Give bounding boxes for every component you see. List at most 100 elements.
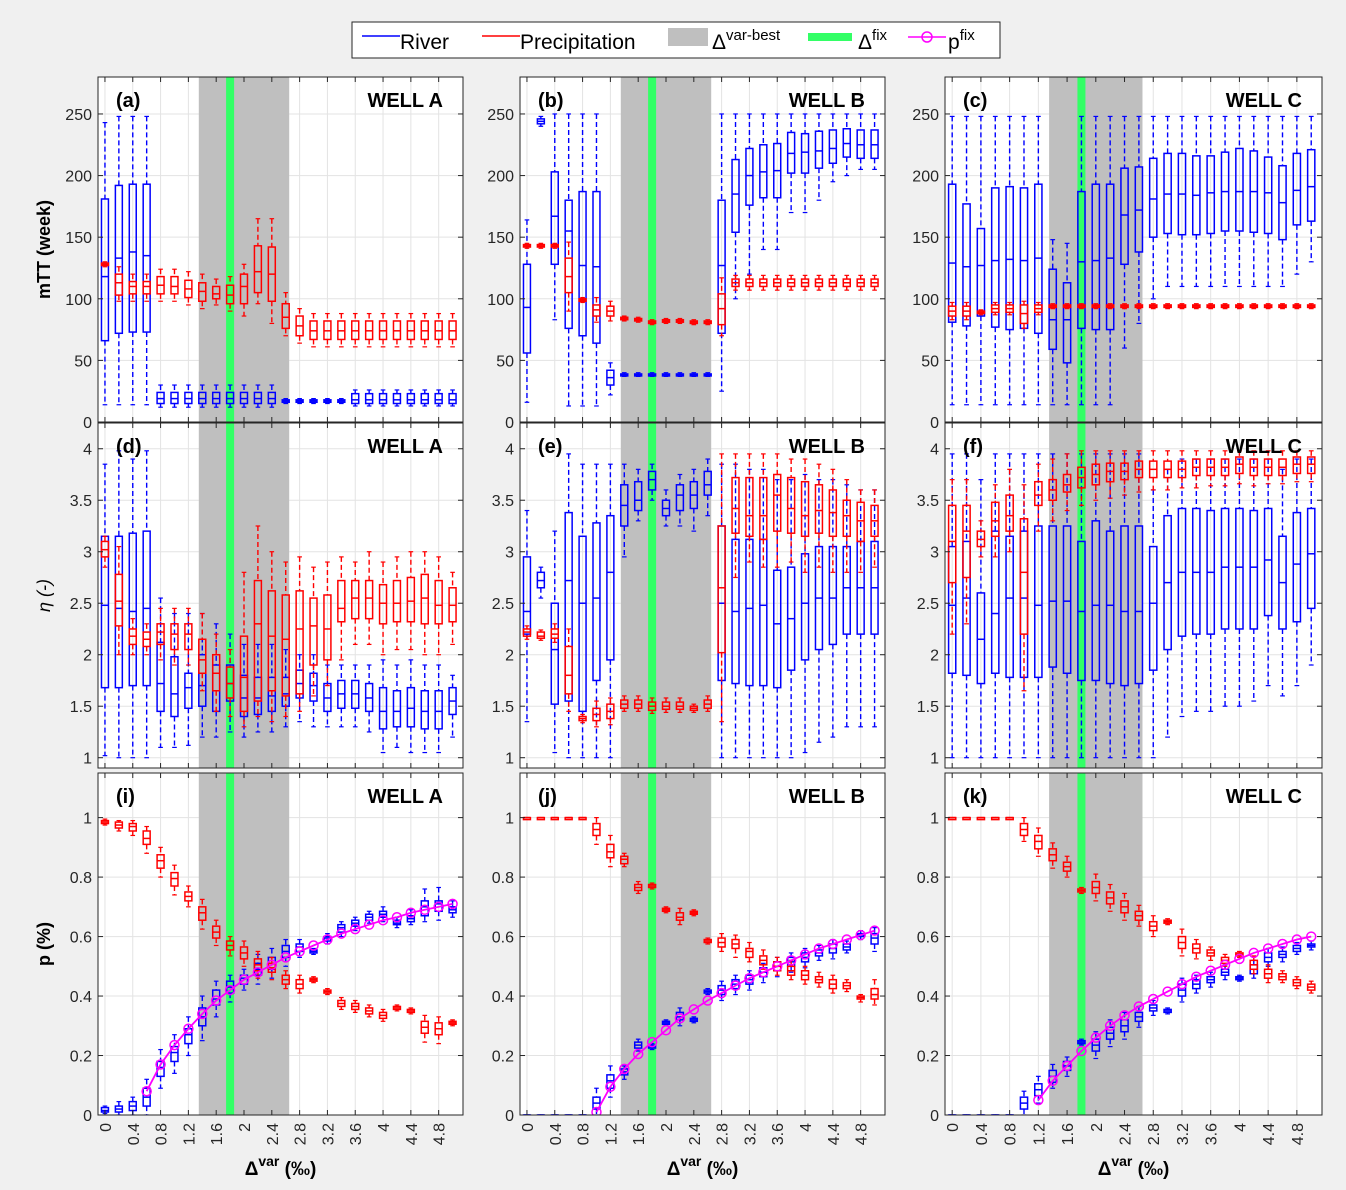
river-box xyxy=(1206,115,1216,288)
precipitation-box xyxy=(1278,450,1287,485)
pfix-marker xyxy=(771,961,783,972)
precipitation-box xyxy=(578,296,587,304)
pfix-marker xyxy=(294,946,305,957)
precipitation-box xyxy=(1191,303,1201,310)
precipitation-box xyxy=(703,319,712,326)
y-tick-label: 0 xyxy=(930,1108,939,1125)
y-tick-label: 1 xyxy=(505,811,514,828)
precipitation-iqr xyxy=(536,631,546,639)
well-name: WELL B xyxy=(789,90,865,112)
precipitation-box xyxy=(156,846,165,878)
precipitation-box xyxy=(1062,855,1072,878)
precipitation-box xyxy=(128,618,137,656)
precipitation-box xyxy=(745,453,754,563)
river-box xyxy=(1235,115,1244,288)
river-box xyxy=(1034,115,1043,406)
precipitation-iqr xyxy=(1105,462,1115,483)
river-iqr xyxy=(745,147,754,206)
precipitation-box xyxy=(337,996,346,1011)
precipitation-iqr xyxy=(170,275,179,295)
pfix-marker xyxy=(1234,953,1245,965)
river-box xyxy=(378,659,388,754)
river-box xyxy=(689,372,699,378)
x-axis-label: Δvar (‰) xyxy=(1098,1153,1170,1180)
pfix-marker xyxy=(1133,1001,1145,1012)
precipitation-box xyxy=(267,551,277,723)
precipitation-box xyxy=(309,976,318,984)
precipitation-iqr xyxy=(434,579,443,625)
precipitation-box xyxy=(1292,450,1302,483)
river-box xyxy=(100,463,110,757)
river-iqr xyxy=(990,530,1000,675)
precipitation-box xyxy=(142,825,151,854)
y-tick-label: 100 xyxy=(912,292,939,309)
precipitation-iqr xyxy=(225,666,235,699)
x-tick-label: 0.8 xyxy=(154,1123,171,1145)
river-box xyxy=(378,389,388,407)
y-tick-label: 0 xyxy=(83,415,92,432)
y-tick-label: 0.8 xyxy=(70,870,92,887)
river-iqr xyxy=(1206,155,1216,235)
precipitation-box xyxy=(170,607,179,666)
precipitation-box xyxy=(1206,303,1216,310)
y-tick-label: 50 xyxy=(496,353,514,370)
precipitation-box xyxy=(633,880,643,895)
legend-label-text-3: Δ xyxy=(858,31,872,54)
river-iqr xyxy=(647,470,657,491)
river-box xyxy=(947,115,957,406)
river-box xyxy=(1062,242,1072,406)
y-tick-label: 0.2 xyxy=(917,1049,939,1066)
precipitation-box xyxy=(564,628,573,712)
precipitation-box xyxy=(406,312,416,348)
precipitation-iqr xyxy=(1005,494,1014,532)
precipitation-box xyxy=(211,278,221,306)
precipitation-box xyxy=(406,1007,416,1015)
legend-label-sup-4: fix xyxy=(960,27,976,44)
y-tick-label: 150 xyxy=(487,230,514,247)
precipitation-box xyxy=(295,556,304,712)
river-iqr xyxy=(1077,190,1086,330)
river-iqr xyxy=(564,511,573,702)
river-box xyxy=(406,389,416,407)
river-iqr xyxy=(1062,525,1072,675)
precipitation-box xyxy=(828,468,838,573)
precipitation-box xyxy=(606,300,615,322)
y-tick-label: 1 xyxy=(930,811,939,828)
precipitation-box xyxy=(990,301,1000,316)
precipitation-box xyxy=(689,909,699,917)
precipitation-box xyxy=(633,695,643,712)
precipitation-box xyxy=(281,561,290,718)
y-tick-label: 1.5 xyxy=(492,699,514,716)
river-iqr xyxy=(392,690,402,728)
river-iqr xyxy=(976,592,986,685)
river-iqr xyxy=(1263,507,1273,617)
river-box xyxy=(1148,115,1158,300)
precipitation-box xyxy=(1105,450,1115,499)
river-box xyxy=(773,113,782,251)
precipitation-box xyxy=(198,273,207,310)
x-tick-label: 0.4 xyxy=(974,1123,991,1145)
precipitation-box xyxy=(661,317,671,325)
precipitation-box xyxy=(689,319,699,326)
precipitation-box xyxy=(550,242,559,249)
y-tick-label: 4 xyxy=(83,442,92,459)
precipitation-iqr xyxy=(184,623,193,651)
river-iqr xyxy=(378,392,388,405)
fix-line xyxy=(648,77,657,422)
x-tick-label: 1.6 xyxy=(631,1123,648,1145)
y-tick-label: 50 xyxy=(921,353,939,370)
river-box xyxy=(420,664,429,754)
precipitation-box xyxy=(786,274,796,291)
y-tick-label: 200 xyxy=(912,169,939,186)
precipitation-box xyxy=(773,274,782,291)
river-box xyxy=(962,115,971,406)
river-box xyxy=(1220,115,1230,288)
plot-content xyxy=(98,773,463,1115)
precipitation-iqr xyxy=(814,484,824,534)
x-tick-label: 4.4 xyxy=(1261,1123,1278,1145)
river-box xyxy=(448,674,457,738)
pfix-marker xyxy=(674,1013,686,1024)
precipitation-box xyxy=(114,266,124,302)
river-box xyxy=(675,473,685,527)
precipitation-box xyxy=(1148,450,1158,491)
